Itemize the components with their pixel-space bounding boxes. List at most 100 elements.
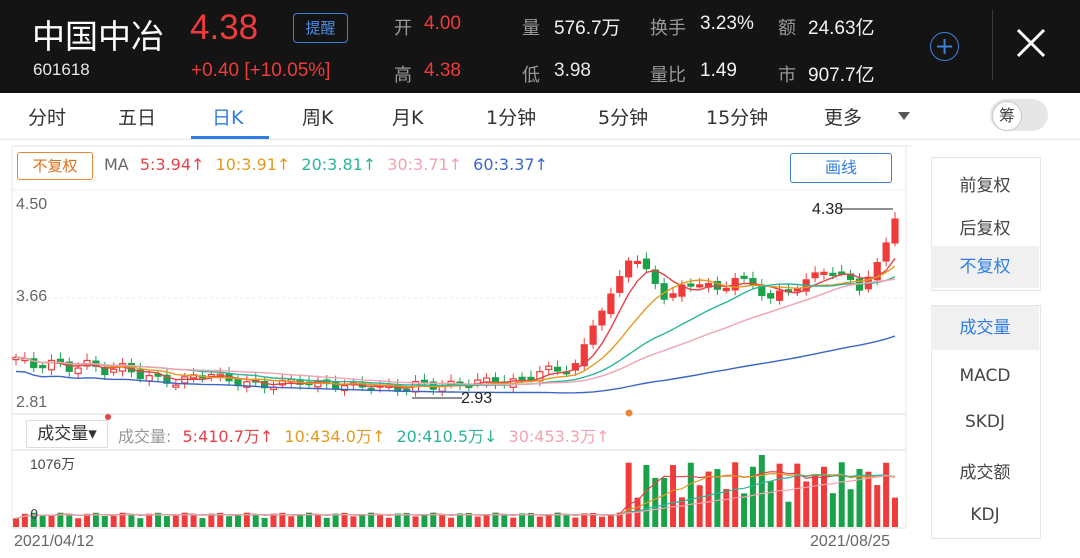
candle-body — [332, 381, 340, 389]
draw-line-button[interactable]: 画线 — [790, 153, 892, 183]
volume-bar — [217, 512, 224, 527]
candle-body — [580, 344, 588, 367]
ma30-value: 30:3.71↑ — [387, 155, 463, 174]
candle-body — [820, 271, 828, 275]
candle-body — [243, 381, 251, 388]
amount-value: 24.63亿 — [808, 18, 875, 39]
volume-bar — [785, 501, 792, 527]
tab-5min[interactable]: 5分钟 — [598, 107, 649, 129]
candle-body — [633, 260, 642, 265]
volume-bar — [323, 517, 330, 527]
candle-body — [642, 258, 650, 270]
volume-bar — [279, 512, 286, 527]
indicator-volume[interactable]: 成交量 — [931, 306, 1039, 350]
volume-bar — [847, 489, 854, 527]
adjust-mode-button[interactable]: 不复权 — [17, 152, 93, 180]
volume-bar — [101, 515, 108, 527]
vol-ma10-value: 10:434.0万↑ — [284, 427, 386, 446]
indicator-kdj[interactable]: KDJ — [970, 505, 1000, 525]
volume-bar — [865, 471, 872, 527]
more-dropdown-icon[interactable] — [898, 112, 910, 120]
turnover-label: 换手 — [650, 18, 686, 39]
volume-bar — [527, 512, 534, 527]
candle-body — [696, 284, 704, 288]
adjust-forward[interactable]: 前复权 — [959, 176, 1011, 196]
volume-bar — [536, 516, 543, 527]
stock-code: 601618 — [33, 60, 90, 79]
volume-bar — [385, 517, 392, 527]
volume-bar — [749, 466, 756, 527]
adjust-backward[interactable]: 后复权 — [959, 219, 1011, 239]
add-watchlist-icon[interactable]: + — [930, 32, 959, 61]
price-change: +0.40 [+10.05%] — [191, 60, 331, 81]
indicator-skdj[interactable]: SKDJ — [964, 412, 1006, 432]
candle-body — [589, 325, 597, 345]
candle-body — [740, 275, 748, 279]
volume-bar — [208, 513, 215, 527]
volume-bar — [66, 513, 73, 527]
volume-bar — [92, 512, 99, 527]
volume-prefix: 成交量: — [118, 427, 172, 446]
vol-ma30-value: 30:453.3万↑ — [508, 427, 610, 446]
ma30-line — [15, 278, 896, 386]
candle-body — [625, 260, 633, 278]
ma10-value: 10:3.91↑ — [215, 155, 291, 174]
ma60-line — [15, 335, 896, 394]
volume-bar — [306, 512, 312, 527]
volume-axis-zero: 0 — [30, 508, 39, 523]
candle-body — [811, 272, 819, 279]
tab-daily-k[interactable]: 日K — [212, 107, 244, 129]
close-icon[interactable] — [1010, 22, 1052, 64]
volume-bar — [670, 465, 677, 527]
remind-button[interactable]: 提醒 — [293, 13, 348, 43]
volume-label: 量 — [522, 18, 540, 39]
vol-ma5-value: 5:410.7万↑ — [182, 427, 274, 446]
vol-ma20-value: 20:410.5万↓ — [396, 427, 498, 446]
adjust-none[interactable]: 不复权 — [931, 246, 1039, 288]
date-start: 2021/04/12 — [14, 533, 95, 550]
indicator-macd[interactable]: MACD — [959, 366, 1011, 386]
volume-bar — [314, 514, 321, 527]
volume-bar — [421, 515, 428, 527]
tab-1min[interactable]: 1分钟 — [486, 107, 537, 129]
volume-bar — [829, 493, 836, 527]
period-low-label: 2.93 — [461, 390, 493, 407]
volume-bar — [758, 455, 765, 527]
mktcap-value: 907.7亿 — [808, 65, 875, 86]
indicator-amount[interactable]: 成交额 — [959, 463, 1011, 483]
high-value: 4.38 — [424, 60, 461, 81]
candle-body — [65, 361, 73, 372]
tab-monthly-k[interactable]: 月K — [392, 107, 424, 129]
volume-bar — [616, 512, 623, 527]
candle-body — [891, 218, 899, 244]
candle-body — [527, 376, 535, 381]
volume-bar — [128, 513, 135, 527]
tab-more[interactable]: 更多 — [824, 107, 863, 129]
volume-bar — [430, 512, 437, 527]
volume-bar — [21, 513, 28, 527]
volume-bar — [776, 463, 783, 527]
chip-toggle-knob[interactable]: 筹 — [992, 101, 1022, 131]
volume-bar — [652, 477, 659, 527]
volume-bar — [465, 512, 472, 527]
tab-weekly-k[interactable]: 周K — [302, 107, 334, 129]
volume-bar — [812, 474, 819, 527]
volume-bar — [581, 513, 588, 527]
volume-bar — [403, 512, 410, 527]
candle-body — [74, 367, 82, 375]
candle-body — [340, 385, 349, 392]
tab-15min[interactable]: 15分钟 — [706, 107, 769, 129]
price-axis-low: 2.81 — [16, 394, 48, 411]
volume-bar — [155, 512, 162, 527]
tab-five-day[interactable]: 五日 — [118, 107, 157, 129]
ma-prefix: MA — [104, 155, 129, 174]
volume-bar — [119, 512, 126, 527]
tab-intraday[interactable]: 分时 — [28, 107, 67, 129]
volume-bar — [252, 514, 259, 527]
indicator-select[interactable]: 成交量▾ — [26, 420, 108, 448]
volume-bar — [625, 462, 632, 527]
ma5-line — [15, 257, 896, 389]
volume-bar — [838, 462, 845, 527]
volume-bar — [723, 489, 730, 527]
